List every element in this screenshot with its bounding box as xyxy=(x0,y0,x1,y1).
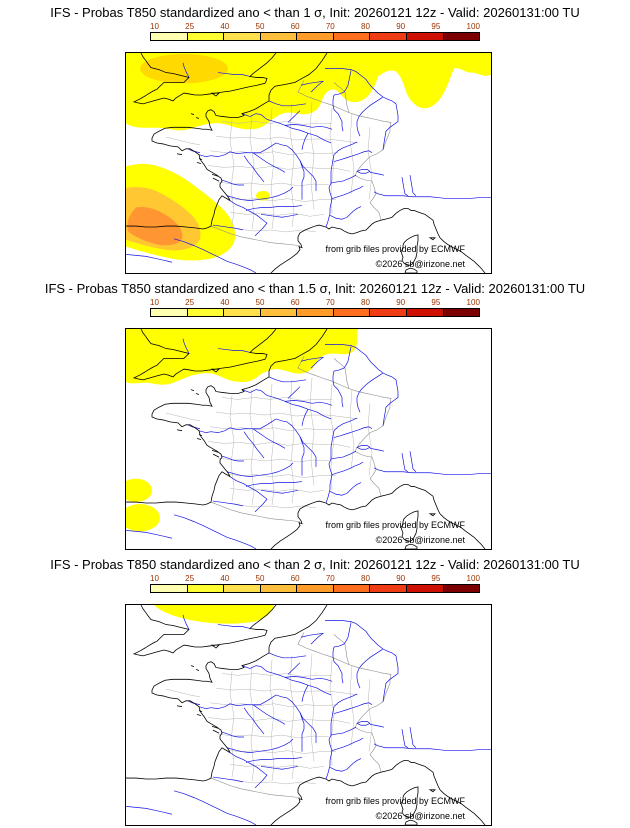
france-map-svg xyxy=(126,605,491,825)
colorbar-segment xyxy=(187,585,225,592)
colorbar-tick-label: 25 xyxy=(185,574,195,583)
probability-region xyxy=(126,504,160,532)
colorbar-labels: 10 25 40 50 60 70 80 90 95 100 xyxy=(150,298,480,308)
colorbar: 10 25 40 50 60 70 80 90 95 100 xyxy=(150,574,480,593)
colorbar-segment xyxy=(297,309,334,316)
france-map-svg xyxy=(126,53,491,273)
colorbar-segment xyxy=(443,585,480,592)
colorbar-tick-label: 10 xyxy=(150,22,159,31)
colorbar-segment xyxy=(333,585,371,592)
probability-region xyxy=(126,478,152,503)
probability-overlay xyxy=(126,53,491,261)
credit-line-2: ©2026 sb@irizone.net xyxy=(375,535,465,545)
colorbar-segment xyxy=(224,33,261,40)
colorbar-tick-label: 50 xyxy=(255,574,265,583)
colorbar-tick-label: 50 xyxy=(255,22,265,31)
colorbar-segment xyxy=(151,585,188,592)
colorbar-bar xyxy=(150,584,480,593)
colorbar-tick-label: 90 xyxy=(396,298,406,307)
probability-overlay xyxy=(126,329,358,532)
colorbar-segment xyxy=(406,585,444,592)
credit-line-1: from grib files provided by ECMWF xyxy=(325,244,465,254)
colorbar-tick-label: 10 xyxy=(150,574,159,583)
colorbar-segment xyxy=(443,33,480,40)
panel-title: IFS - Probas T850 standardized ano < tha… xyxy=(50,5,580,20)
colorbar-tick-label: 10 xyxy=(150,298,159,307)
panel-title: IFS - Probas T850 standardized ano < tha… xyxy=(50,557,580,572)
panel-prob-2sigma: IFS - Probas T850 standardized ano < tha… xyxy=(0,552,630,828)
probability-region xyxy=(140,53,228,84)
colorbar-bar xyxy=(150,32,480,41)
map-frame: from grib files provided by ECMWF ©2026 … xyxy=(125,328,492,550)
colorbar-tick-label: 90 xyxy=(396,574,406,583)
france-map-svg xyxy=(126,329,491,549)
colorbar-segment xyxy=(224,309,261,316)
map-frame: from grib files provided by ECMWF ©2026 … xyxy=(125,52,492,274)
colorbar-tick-label: 95 xyxy=(431,574,441,583)
colorbar-segment xyxy=(151,33,188,40)
probability-overlay xyxy=(154,605,274,624)
colorbar-labels: 10 25 40 50 60 70 80 90 95 100 xyxy=(150,22,480,32)
panel-prob-1-5sigma: IFS - Probas T850 standardized ano < tha… xyxy=(0,276,630,552)
colorbar-tick-label: 100 xyxy=(466,22,480,31)
colorbar-segment xyxy=(297,585,334,592)
colorbar-segment xyxy=(260,33,298,40)
credit-line-1: from grib files provided by ECMWF xyxy=(325,520,465,530)
colorbar-tick-label: 95 xyxy=(431,298,441,307)
map-frame: from grib files provided by ECMWF ©2026 … xyxy=(125,604,492,826)
colorbar-segment xyxy=(406,309,444,316)
colorbar-tick-label: 40 xyxy=(220,298,230,307)
panel-title: IFS - Probas T850 standardized ano < tha… xyxy=(44,281,586,296)
colorbar-tick-label: 60 xyxy=(290,574,300,583)
colorbar-tick-label: 70 xyxy=(325,298,335,307)
probability-region xyxy=(126,329,358,385)
colorbar-segment xyxy=(260,309,298,316)
probability-region xyxy=(127,206,183,246)
credit-line-2: ©2026 sb@irizone.net xyxy=(375,811,465,821)
colorbar-tick-label: 100 xyxy=(466,574,480,583)
colorbar-tick-label: 60 xyxy=(290,22,300,31)
colorbar-segment xyxy=(187,309,225,316)
credit-line-2: ©2026 sb@irizone.net xyxy=(375,259,465,269)
colorbar-tick-label: 95 xyxy=(431,22,441,31)
colorbar: 10 25 40 50 60 70 80 90 95 100 xyxy=(150,22,480,41)
colorbar-segment xyxy=(260,585,298,592)
colorbar-tick-label: 80 xyxy=(361,574,370,583)
colorbar-tick-label: 90 xyxy=(396,22,406,31)
colorbar-segment xyxy=(443,309,480,316)
colorbar-tick-label: 50 xyxy=(255,298,265,307)
panel-prob-1sigma: IFS - Probas T850 standardized ano < tha… xyxy=(0,0,630,276)
colorbar-segment xyxy=(406,33,444,40)
colorbar-tick-label: 60 xyxy=(290,298,300,307)
colorbar-tick-label: 80 xyxy=(361,22,370,31)
colorbar-tick-label: 25 xyxy=(185,22,195,31)
colorbar-segment xyxy=(333,33,371,40)
colorbar-tick-label: 40 xyxy=(220,574,230,583)
colorbar-segment xyxy=(333,309,371,316)
colorbar-segment xyxy=(370,33,407,40)
colorbar-tick-label: 70 xyxy=(325,22,335,31)
colorbar-segment xyxy=(187,33,225,40)
probability-region xyxy=(154,605,274,624)
colorbar: 10 25 40 50 60 70 80 90 95 100 xyxy=(150,298,480,317)
colorbar-segment xyxy=(224,585,261,592)
colorbar-tick-label: 40 xyxy=(220,22,230,31)
colorbar-tick-label: 80 xyxy=(361,298,370,307)
colorbar-tick-label: 70 xyxy=(325,574,335,583)
colorbar-segment xyxy=(297,33,334,40)
colorbar-segment xyxy=(370,309,407,316)
colorbar-tick-label: 100 xyxy=(466,298,480,307)
colorbar-labels: 10 25 40 50 60 70 80 90 95 100 xyxy=(150,574,480,584)
colorbar-tick-label: 25 xyxy=(185,298,195,307)
colorbar-segment xyxy=(370,585,407,592)
colorbar-segment xyxy=(151,309,188,316)
credit-line-1: from grib files provided by ECMWF xyxy=(325,796,465,806)
colorbar-bar xyxy=(150,308,480,317)
